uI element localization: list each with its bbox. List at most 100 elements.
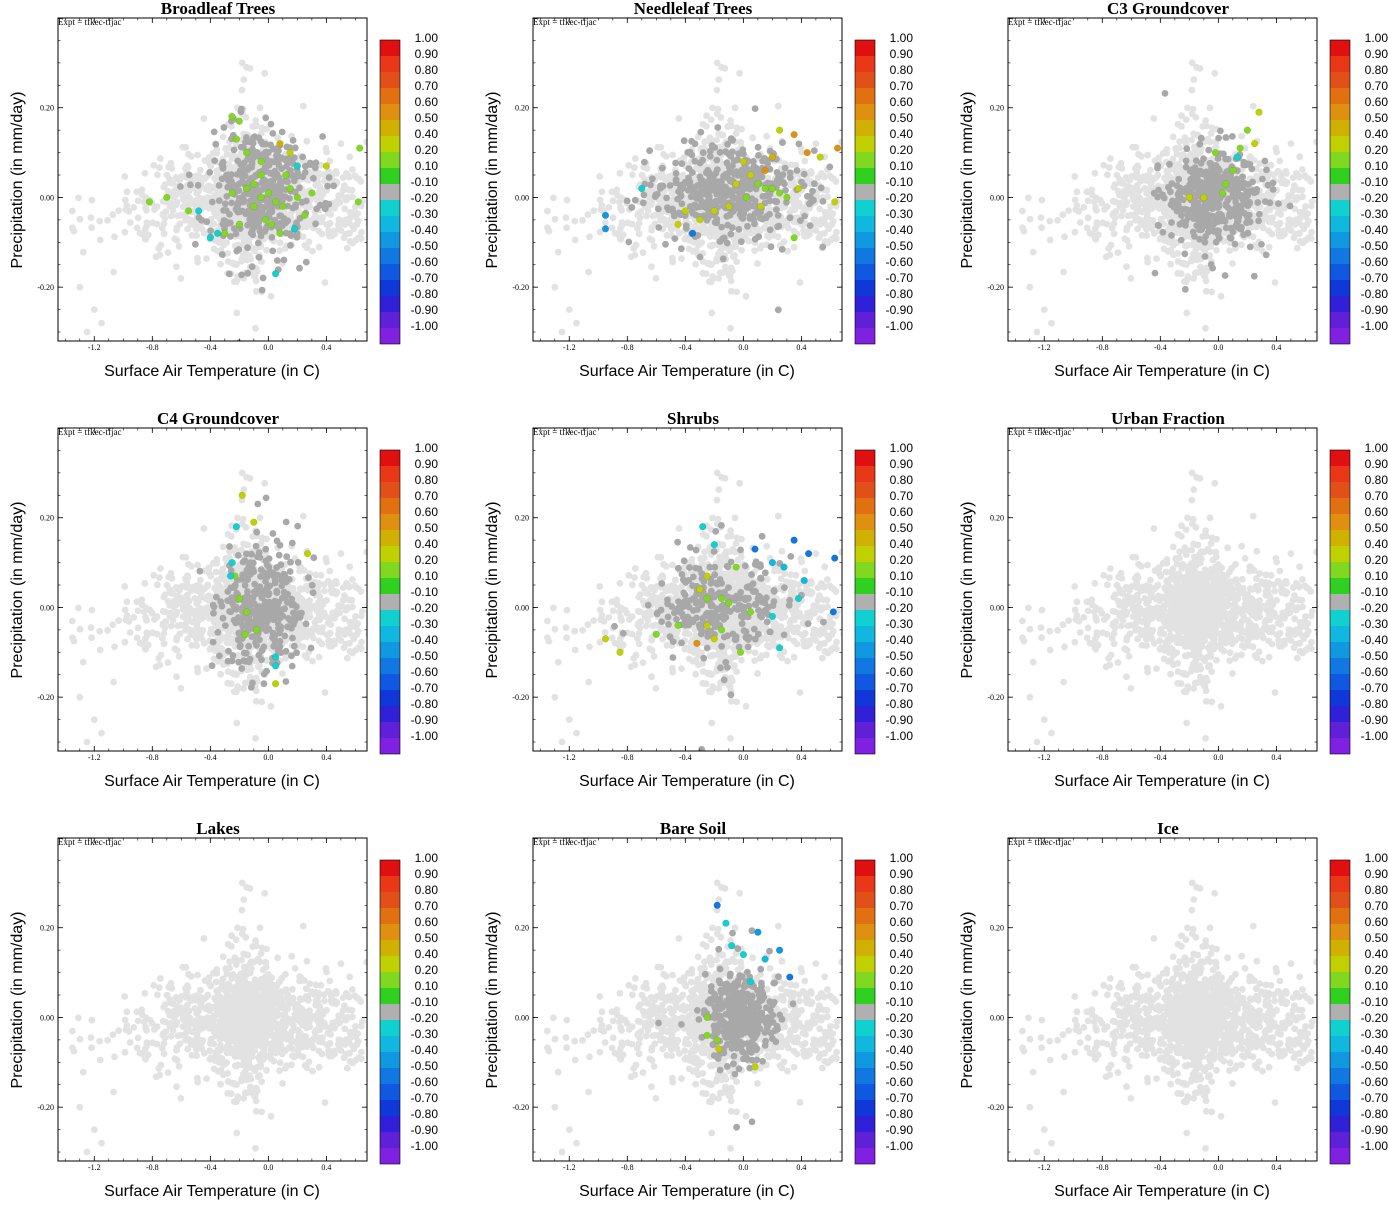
background-point [149,219,156,226]
background-point [144,219,151,226]
background-point [1134,187,1141,194]
neutral-point [270,177,277,184]
background-point [239,255,246,262]
colorbar-label: 0.50 [890,111,914,125]
background-point [135,198,142,205]
background-point [1207,104,1214,111]
colored-point [804,149,811,156]
neutral-point [811,180,818,187]
background-point [338,193,345,200]
neutral-point [207,227,214,234]
neutral-point [700,149,707,156]
colorbar-label: 0.80 [415,63,439,77]
neutral-point [1183,145,1190,152]
neutral-point [192,241,199,248]
neutral-point [713,188,720,195]
neutral-point [317,202,324,209]
background-point [345,172,352,179]
background-point [636,230,643,237]
colored-point [356,145,363,152]
neutral-point [256,254,263,261]
neutral-point [727,212,734,219]
background-point [1296,153,1303,160]
background-point [1061,233,1068,240]
neutral-point [662,241,669,248]
background-point [811,216,818,223]
neutral-point [710,174,717,181]
background-point [346,230,353,237]
colorbar-swatch [855,200,875,216]
neutral-point [1254,199,1261,206]
colorbar-label: -0.60 [886,255,914,269]
colored-point [207,234,214,241]
neutral-point [673,179,680,186]
colorbar-swatch [855,280,875,296]
neutral-point [259,186,266,193]
background-point [1305,234,1312,241]
colorbar-label: -0.80 [886,287,914,301]
colored-point [229,190,236,197]
neutral-point [222,200,229,207]
background-point [320,191,327,198]
background-point [1145,218,1152,225]
background-point [1085,214,1092,221]
colored-point [323,163,330,170]
background-point [243,114,250,121]
neutral-point [775,212,782,219]
background-point [169,190,176,197]
neutral-point [312,164,319,171]
background-point [1273,145,1280,152]
colored-point [757,203,764,210]
x-tick-label: 0.4 [321,343,331,352]
colored-point [268,221,275,228]
neutral-point [278,165,285,172]
background-point [173,201,180,208]
background-point [331,205,338,212]
background-point [692,261,699,268]
neutral-point [801,171,808,178]
background-point [162,214,169,221]
neutral-point [296,265,303,272]
background-point [715,76,722,83]
background-point [316,183,323,190]
neutral-point [235,209,242,216]
background-point [708,310,715,317]
background-point [1072,229,1079,236]
background-point [1238,133,1245,140]
background-point [692,222,699,229]
background-point [1163,168,1170,175]
neutral-point [244,270,251,277]
colorbar-label: 1.00 [415,31,439,45]
background-point [138,186,145,193]
neutral-point [226,271,233,278]
background-point [1153,174,1160,181]
x-tick-label: -0.4 [204,343,217,352]
background-point [1129,144,1136,151]
background-point [844,174,851,181]
colored-point [243,185,250,192]
background-point [231,278,238,285]
colored-point [282,172,289,179]
colorbar-swatch [380,200,400,216]
y-axis-label: Precipitation (in mm/day) [9,92,26,269]
background-point [1202,325,1209,332]
background-point [110,211,117,218]
neutral-point [672,235,679,242]
neutral-point [268,121,275,128]
background-point [1192,270,1199,277]
background-point [715,106,722,113]
background-point [1072,206,1079,213]
neutral-point [773,198,780,205]
background-point [648,263,655,270]
neutral-point [223,207,230,214]
colored-point [146,199,153,206]
background-point [617,170,624,177]
background-point [599,188,606,195]
background-point [566,306,573,313]
background-point [1283,170,1290,177]
colorbar-label: 0.60 [415,95,439,109]
background-point [1304,221,1311,228]
neutral-point [1178,237,1185,244]
colorbar-swatch [855,312,875,328]
background-point [628,253,635,260]
